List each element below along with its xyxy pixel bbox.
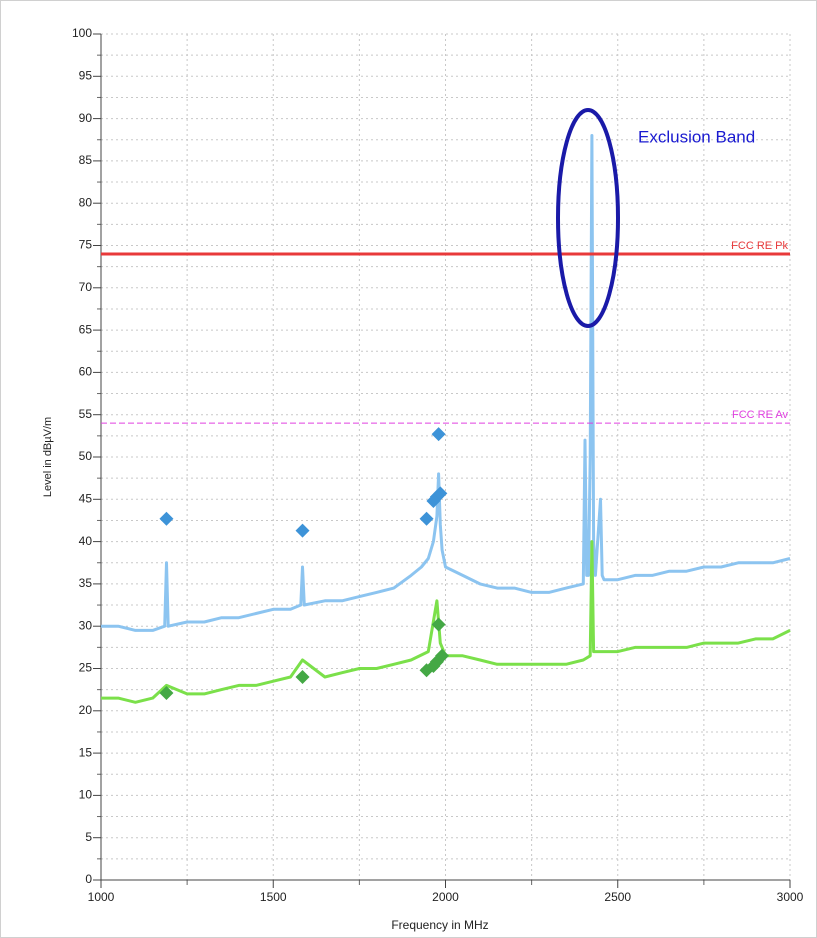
- marker: [431, 427, 446, 442]
- x-tick-label: 1500: [260, 890, 287, 904]
- marker: [419, 511, 434, 526]
- marker: [295, 669, 310, 684]
- limit-label: FCC RE Av: [732, 409, 789, 421]
- x-tick-label: 2500: [604, 890, 631, 904]
- y-tick-label: 100: [72, 26, 92, 40]
- x-tick-label: 1000: [88, 890, 115, 904]
- y-tick-label: 30: [79, 618, 93, 632]
- y-tick-label: 70: [79, 280, 93, 294]
- y-tick-label: 50: [79, 449, 93, 463]
- y-tick-label: 10: [79, 788, 93, 802]
- y-tick-label: 65: [79, 322, 93, 336]
- y-tick-label: 90: [79, 111, 93, 125]
- y-tick-label: 15: [79, 745, 93, 759]
- y-tick-label: 0: [85, 872, 92, 886]
- marker: [159, 511, 174, 526]
- exclusion-ellipse: [556, 108, 620, 328]
- x-tick-label: 3000: [777, 890, 804, 904]
- marker: [159, 686, 174, 701]
- y-tick-label: 60: [79, 365, 93, 379]
- y-tick-label: 45: [79, 491, 93, 505]
- y-tick-label: 75: [79, 238, 93, 252]
- y-tick-label: 20: [79, 703, 93, 717]
- marker: [433, 486, 448, 501]
- x-tick-label: 2000: [432, 890, 459, 904]
- trace: [101, 540, 791, 704]
- marker: [435, 648, 450, 663]
- y-tick-label: 5: [85, 830, 92, 844]
- y-tick-label: 35: [79, 576, 93, 590]
- y-tick-label: 55: [79, 407, 93, 421]
- y-axis-label: Level in dBµV/m: [42, 417, 54, 497]
- x-axis-label: Frequency in MHz: [391, 918, 488, 932]
- y-tick-label: 80: [79, 195, 93, 209]
- y-tick-label: 25: [79, 661, 93, 675]
- y-tick-label: 40: [79, 534, 93, 548]
- annotation: Exclusion Band: [638, 127, 755, 146]
- marker: [431, 617, 446, 632]
- limit-label: FCC RE Pk: [731, 240, 788, 252]
- marker: [295, 523, 310, 538]
- y-tick-label: 85: [79, 153, 93, 167]
- y-tick-label: 95: [79, 68, 93, 82]
- trace: [101, 134, 791, 632]
